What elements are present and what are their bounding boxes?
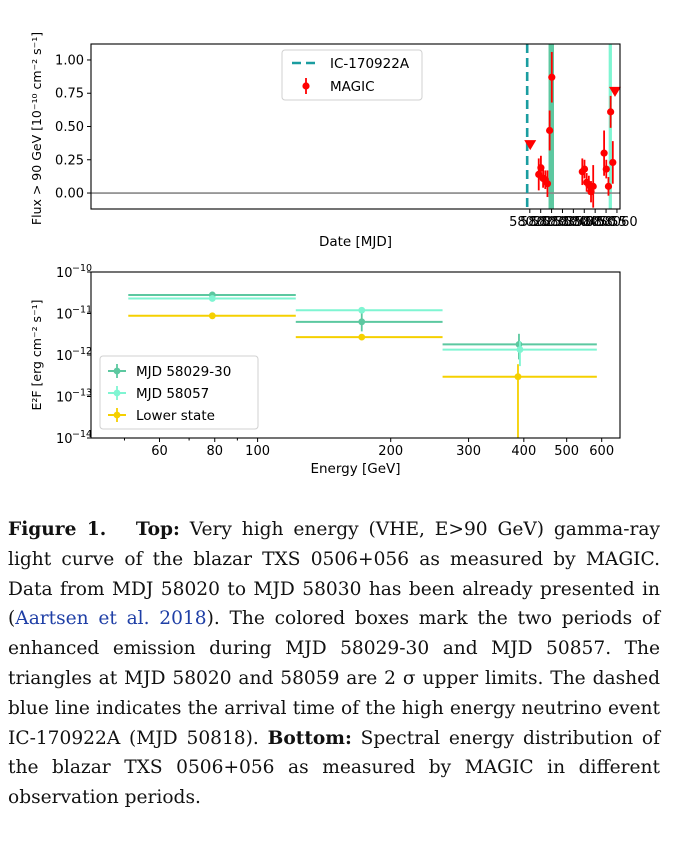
legend-label-2: MJD 58057: [136, 386, 209, 402]
upper-limit-triangle-1: [524, 140, 537, 151]
y-tick-label: 0.75: [55, 87, 84, 102]
legend-swatch-dot-3: [113, 411, 121, 419]
x-tick-label: 400: [511, 444, 536, 459]
legend-magic-marker: [302, 78, 310, 94]
data-point-14: [600, 149, 608, 157]
sed-point-2-2: [358, 306, 366, 314]
data-point-7: [548, 73, 556, 81]
x-tick-label: 58060: [596, 215, 637, 230]
sed-point-1-2: [358, 318, 366, 326]
x-tick-label: 600: [589, 444, 614, 459]
legend-label-ic-170922a: IC-170922A: [330, 56, 410, 72]
x-tick-label: 500: [554, 444, 579, 459]
y-axis-label: Flux > 90 GeV [10⁻¹⁰ cm⁻² s⁻¹]: [29, 32, 44, 225]
sed-point-2-3: [516, 346, 524, 353]
y-tick-label: 10: [56, 266, 73, 281]
sed-point-3-1: [208, 312, 216, 320]
sed-point-3-2: [358, 333, 366, 341]
x-tick-label: 200: [378, 444, 403, 459]
legend-box: [99, 355, 259, 430]
legend-swatch-dot-1: [113, 367, 121, 375]
y-tick-exponent: −11: [72, 305, 92, 316]
data-point-18: [609, 158, 617, 167]
legend-swatch-dot-2: [113, 389, 121, 397]
x-tick-label: 58040: [553, 215, 594, 230]
legend-items: MJD 58029-30 MJD 58057 Lower state: [108, 364, 231, 424]
y-tick-label: 10: [56, 308, 73, 323]
enhanced-emission-regions: [548, 44, 612, 209]
x-ticks: 5802058025580305803558040580455805058055…: [509, 209, 638, 230]
y-tick-label: 10: [56, 432, 73, 447]
legend-label-1: MJD 58029-30: [136, 364, 231, 380]
light-curve-chart: 5802058025580305803558040580455805058055…: [29, 32, 638, 250]
data-point-15: [602, 165, 610, 173]
legend-label-magic: MAGIC: [330, 79, 375, 95]
legend: IC-170922A MAGIC: [281, 49, 423, 101]
x-tick-label: 58025: [520, 215, 561, 230]
caption-bottom-label: Bottom:: [267, 727, 352, 749]
x-tick-label: 58045: [564, 215, 605, 230]
y-tick-label: 0.50: [55, 120, 84, 135]
y-tick-label: 0.25: [55, 153, 84, 168]
data-point-5: [543, 180, 552, 188]
y-tick-label: 10: [56, 349, 73, 364]
y-axis-label: E²F [erg cm⁻² s⁻¹]: [29, 299, 44, 410]
x-tick-label: 58020: [509, 215, 550, 230]
y-tick-label: 10: [56, 391, 73, 406]
x-tick-label: 300: [456, 444, 481, 459]
x-tick-label: 58050: [574, 215, 615, 230]
x-tick-label: 58030: [531, 215, 572, 230]
caption-top-text-2: ). The colored boxes mark the two period…: [8, 608, 660, 749]
y-tick-exponent: −13: [72, 388, 92, 399]
x-axis-label: Energy [GeV]: [310, 461, 400, 477]
x-axis-label: Date [MJD]: [319, 234, 392, 250]
y-ticks: 0.00 0.25 0.50 0.75 1.00: [55, 53, 91, 202]
figure-caption: Figure 1. Top: Very high energy (VHE, E>…: [8, 515, 660, 813]
caption-figure-label: Figure 1.: [8, 519, 107, 540]
y-tick-exponent: −14: [72, 429, 92, 440]
data-point-6: [546, 126, 554, 135]
x-ticks: 60 80 100 200 300 400 500 600: [123, 438, 614, 459]
y-tick-label: 0.00: [55, 187, 84, 202]
x-tick-label: 80: [206, 444, 223, 459]
data-point-16: [604, 182, 613, 190]
caption-top-label: Top:: [135, 519, 180, 540]
data-point-9: [580, 165, 589, 173]
x-tick-label: 58055: [585, 215, 626, 230]
shaded-region-1: [548, 44, 554, 209]
data-point-13: [589, 182, 597, 190]
light-curve-points: [524, 51, 621, 208]
y-tick-exponent: −10: [72, 263, 92, 274]
caption-reference-link[interactable]: Aartsen et al. 2018: [15, 608, 207, 630]
upper-limit-triangle-2: [608, 86, 621, 97]
x-tick-label: 58035: [542, 215, 583, 230]
x-tick-label: 60: [151, 444, 168, 459]
sed-point-3-3: [514, 373, 522, 381]
sed-point-2-1: [208, 295, 216, 302]
x-tick-label: 100: [245, 444, 270, 459]
caption-bottom-text: Spectral energy distribution of the blaz…: [8, 727, 660, 809]
sed-series: [128, 291, 597, 438]
y-tick-label: 1.00: [55, 53, 84, 68]
legend-label-3: Lower state: [136, 408, 215, 424]
sed-chart: 60 80 100 200 300 400 500 600 10−1010−1110−1210…: [29, 263, 621, 477]
legend-box: [281, 49, 423, 101]
legend-magic-dot: [302, 82, 310, 90]
y-tick-exponent: −12: [72, 346, 92, 357]
data-point-17: [607, 108, 615, 116]
caption-top-text: Very high energy (VHE, E>90 GeV) gamma-r…: [8, 519, 660, 630]
legend: MJD 58029-30 MJD 58057 Lower state: [99, 355, 259, 430]
